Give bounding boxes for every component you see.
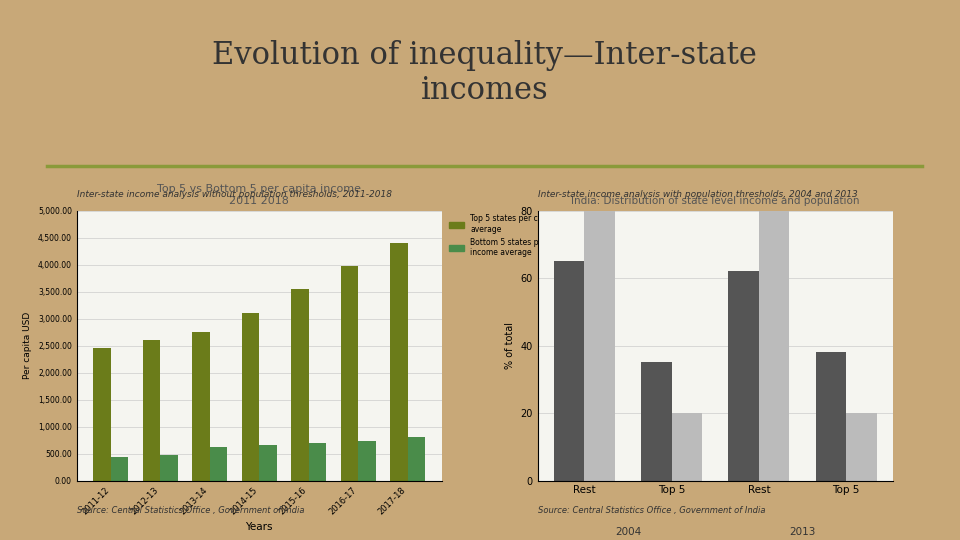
Bar xyxy=(641,362,672,481)
Text: Inter-state income analysis with population thresholds, 2004 and 2013: Inter-state income analysis with populat… xyxy=(538,190,857,199)
Bar xyxy=(358,441,375,481)
Bar xyxy=(585,211,614,481)
Text: Inter-state income analysis without population thresholds, 2011-2018: Inter-state income analysis without popu… xyxy=(77,190,392,199)
Bar xyxy=(554,261,585,481)
Y-axis label: % of total: % of total xyxy=(505,322,515,369)
Text: 2004: 2004 xyxy=(614,526,641,537)
Bar xyxy=(292,289,309,481)
Bar xyxy=(672,413,702,481)
Bar xyxy=(309,443,326,481)
Bar xyxy=(846,413,876,481)
Bar xyxy=(259,445,276,481)
Text: Source: Central Statistics Office , Government of India: Source: Central Statistics Office , Gove… xyxy=(77,506,304,515)
Text: Evolution of inequality—Inter-state
incomes: Evolution of inequality—Inter-state inco… xyxy=(212,39,757,106)
Legend: Top 5 states per capita income
average, Bottom 5 states per capita
income averag: Top 5 states per capita income average, … xyxy=(449,214,588,257)
Title: Top 5 vs Bottom 5 per capita income
2011 2018: Top 5 vs Bottom 5 per capita income 2011… xyxy=(157,184,361,206)
Title: India: Distribution of state level income and population: India: Distribution of state level incom… xyxy=(571,195,859,206)
Bar xyxy=(341,266,358,481)
Bar xyxy=(209,447,227,481)
Text: 2013: 2013 xyxy=(789,526,816,537)
Bar xyxy=(160,455,178,481)
Bar xyxy=(143,340,160,481)
Bar xyxy=(758,211,789,481)
Bar xyxy=(408,437,425,481)
Bar xyxy=(192,332,209,481)
X-axis label: Years: Years xyxy=(246,522,273,532)
Bar xyxy=(391,243,408,481)
Bar xyxy=(729,271,758,481)
Bar xyxy=(242,313,259,481)
Bar xyxy=(93,348,110,481)
Bar xyxy=(110,457,128,481)
Text: Source: Central Statistics Office , Government of India: Source: Central Statistics Office , Gove… xyxy=(538,506,765,515)
Y-axis label: Per capita USD: Per capita USD xyxy=(23,312,33,379)
Bar xyxy=(816,352,846,481)
